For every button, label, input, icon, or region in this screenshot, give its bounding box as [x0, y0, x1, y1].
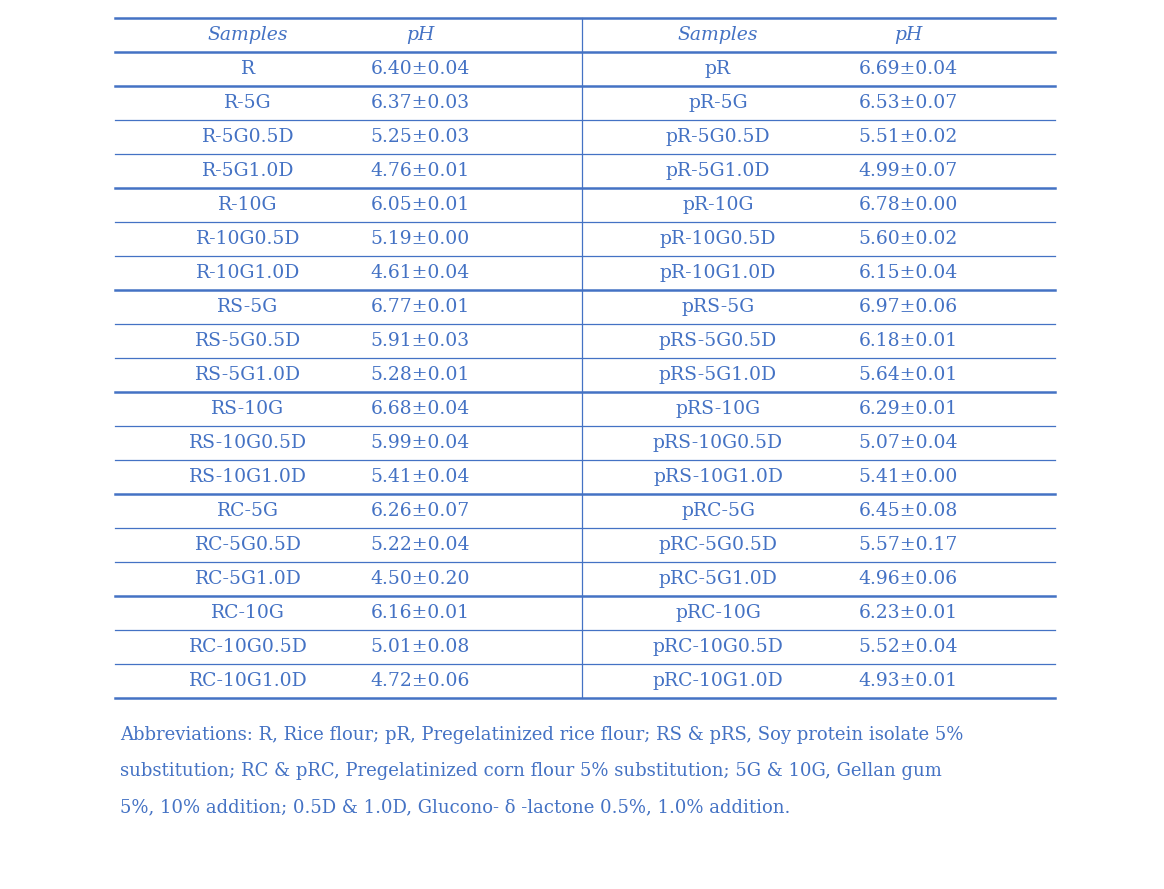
- Text: pRC-5G: pRC-5G: [681, 502, 755, 520]
- Text: RS-5G1.0D: RS-5G1.0D: [194, 366, 301, 384]
- Text: pRS-5G1.0D: pRS-5G1.0D: [659, 366, 778, 384]
- Text: 6.78±0.00: 6.78±0.00: [858, 196, 958, 214]
- Text: RS-5G: RS-5G: [218, 298, 278, 316]
- Text: RC-5G0.5D: RC-5G0.5D: [194, 536, 301, 554]
- Text: R-10G1.0D: R-10G1.0D: [196, 264, 300, 282]
- Text: 4.96±0.06: 4.96±0.06: [858, 570, 958, 588]
- Text: 6.05±0.01: 6.05±0.01: [370, 196, 469, 214]
- Text: pRC-10G0.5D: pRC-10G0.5D: [653, 638, 783, 656]
- Text: 6.68±0.04: 6.68±0.04: [370, 400, 469, 418]
- Text: 6.69±0.04: 6.69±0.04: [858, 60, 958, 78]
- Text: 5.01±0.08: 5.01±0.08: [370, 638, 470, 656]
- Text: 5.51±0.02: 5.51±0.02: [858, 128, 958, 146]
- Text: pR: pR: [705, 60, 731, 78]
- Text: 6.29±0.01: 6.29±0.01: [858, 400, 958, 418]
- Text: R-10G0.5D: R-10G0.5D: [196, 230, 300, 248]
- Text: pR-5G0.5D: pR-5G0.5D: [666, 128, 771, 146]
- Text: 4.76±0.01: 4.76±0.01: [370, 162, 469, 180]
- Text: 6.16±0.01: 6.16±0.01: [370, 604, 469, 622]
- Text: 4.99±0.07: 4.99±0.07: [858, 162, 958, 180]
- Text: Samples: Samples: [677, 26, 758, 44]
- Text: 4.72±0.06: 4.72±0.06: [370, 672, 470, 690]
- Text: pR-10G1.0D: pR-10G1.0D: [660, 264, 776, 282]
- Text: pRC-5G1.0D: pRC-5G1.0D: [659, 570, 778, 588]
- Text: pH: pH: [406, 26, 434, 44]
- Text: RC-10G: RC-10G: [211, 604, 285, 622]
- Text: 5.07±0.04: 5.07±0.04: [858, 434, 958, 452]
- Text: 6.18±0.01: 6.18±0.01: [858, 332, 958, 350]
- Text: pRS-10G1.0D: pRS-10G1.0D: [653, 468, 783, 486]
- Text: 6.97±0.06: 6.97±0.06: [858, 298, 958, 316]
- Text: RC-5G: RC-5G: [217, 502, 279, 520]
- Text: pRC-10G1.0D: pRC-10G1.0D: [653, 672, 783, 690]
- Text: pRS-5G: pRS-5G: [681, 298, 754, 316]
- Text: 4.61±0.04: 4.61±0.04: [370, 264, 469, 282]
- Text: 5.60±0.02: 5.60±0.02: [858, 230, 958, 248]
- Text: RC-10G1.0D: RC-10G1.0D: [189, 672, 307, 690]
- Text: substitution; RC & pRC, Pregelatinized corn flour 5% substitution; 5G & 10G, Gel: substitution; RC & pRC, Pregelatinized c…: [120, 762, 942, 780]
- Text: pR-10G: pR-10G: [682, 196, 754, 214]
- Text: R-5G: R-5G: [225, 94, 272, 112]
- Text: 6.77±0.01: 6.77±0.01: [370, 298, 469, 316]
- Text: RS-10G0.5D: RS-10G0.5D: [189, 434, 307, 452]
- Text: pR-10G0.5D: pR-10G0.5D: [660, 230, 776, 248]
- Text: 5.64±0.01: 5.64±0.01: [858, 366, 958, 384]
- Text: RC-10G0.5D: RC-10G0.5D: [189, 638, 307, 656]
- Text: pRS-5G0.5D: pRS-5G0.5D: [659, 332, 778, 350]
- Text: pRS-10G: pRS-10G: [675, 400, 760, 418]
- Text: 4.93±0.01: 4.93±0.01: [858, 672, 958, 690]
- Text: 5.91±0.03: 5.91±0.03: [370, 332, 469, 350]
- Text: R-10G: R-10G: [219, 196, 278, 214]
- Text: 5%, 10% addition; 0.5D & 1.0D, Glucono- δ -lactone 0.5%, 1.0% addition.: 5%, 10% addition; 0.5D & 1.0D, Glucono- …: [120, 798, 790, 816]
- Text: 5.41±0.04: 5.41±0.04: [370, 468, 470, 486]
- Text: 6.15±0.04: 6.15±0.04: [858, 264, 958, 282]
- Text: 5.52±0.04: 5.52±0.04: [858, 638, 958, 656]
- Text: RS-10G1.0D: RS-10G1.0D: [189, 468, 307, 486]
- Text: R-5G0.5D: R-5G0.5D: [201, 128, 294, 146]
- Text: 6.37±0.03: 6.37±0.03: [370, 94, 469, 112]
- Text: 5.25±0.03: 5.25±0.03: [370, 128, 470, 146]
- Text: pRS-10G0.5D: pRS-10G0.5D: [653, 434, 783, 452]
- Text: pRC-5G0.5D: pRC-5G0.5D: [659, 536, 778, 554]
- Text: RS-5G0.5D: RS-5G0.5D: [194, 332, 301, 350]
- Text: Abbreviations: R, Rice flour; pR, Pregelatinized rice flour; RS & pRS, Soy prote: Abbreviations: R, Rice flour; pR, Pregel…: [120, 726, 964, 744]
- Text: RC-5G1.0D: RC-5G1.0D: [194, 570, 301, 588]
- Text: pRC-10G: pRC-10G: [675, 604, 761, 622]
- Text: pR-5G: pR-5G: [688, 94, 747, 112]
- Text: 5.41±0.00: 5.41±0.00: [858, 468, 958, 486]
- Text: 5.22±0.04: 5.22±0.04: [370, 536, 470, 554]
- Text: 6.40±0.04: 6.40±0.04: [370, 60, 470, 78]
- Text: 5.19±0.00: 5.19±0.00: [370, 230, 469, 248]
- Text: R: R: [241, 60, 255, 78]
- Text: 5.99±0.04: 5.99±0.04: [370, 434, 469, 452]
- Text: 5.28±0.01: 5.28±0.01: [370, 366, 470, 384]
- Text: 6.45±0.08: 6.45±0.08: [858, 502, 958, 520]
- Text: R-5G1.0D: R-5G1.0D: [201, 162, 294, 180]
- Text: RS-10G: RS-10G: [212, 400, 284, 418]
- Text: 6.53±0.07: 6.53±0.07: [858, 94, 958, 112]
- Text: 6.26±0.07: 6.26±0.07: [370, 502, 469, 520]
- Text: 6.23±0.01: 6.23±0.01: [858, 604, 958, 622]
- Text: Samples: Samples: [207, 26, 289, 44]
- Text: pH: pH: [894, 26, 922, 44]
- Text: 4.50±0.20: 4.50±0.20: [370, 570, 470, 588]
- Text: 5.57±0.17: 5.57±0.17: [858, 536, 958, 554]
- Text: pR-5G1.0D: pR-5G1.0D: [666, 162, 771, 180]
